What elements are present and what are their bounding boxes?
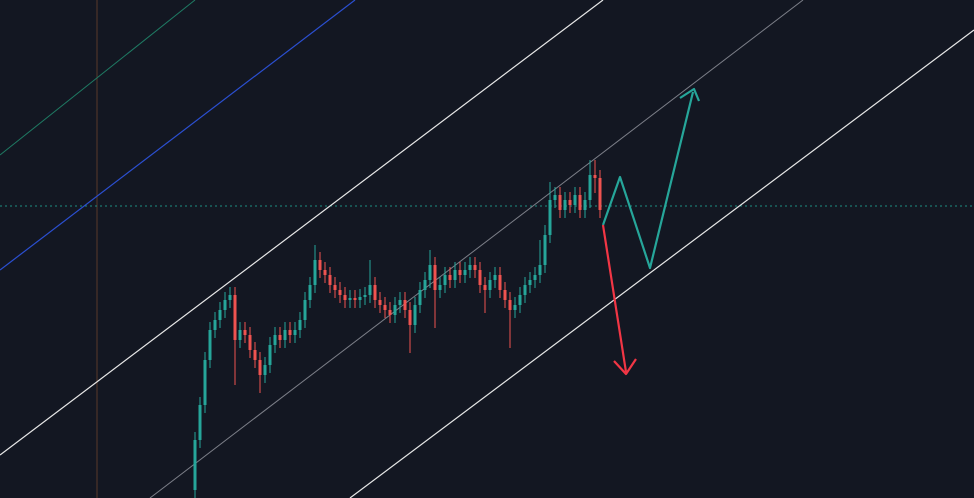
arrowhead-down <box>613 358 637 376</box>
channel-upper <box>0 0 604 456</box>
trend-line-teal <box>0 0 196 156</box>
trend-line-blue <box>0 0 356 271</box>
channel-lower <box>349 29 974 498</box>
candle-bodies-down <box>233 175 602 375</box>
arrowhead-up <box>679 87 701 102</box>
candle-bodies-up <box>193 175 592 490</box>
projection-down <box>601 224 628 373</box>
channel-middle <box>149 0 804 498</box>
projection-up <box>601 91 695 270</box>
